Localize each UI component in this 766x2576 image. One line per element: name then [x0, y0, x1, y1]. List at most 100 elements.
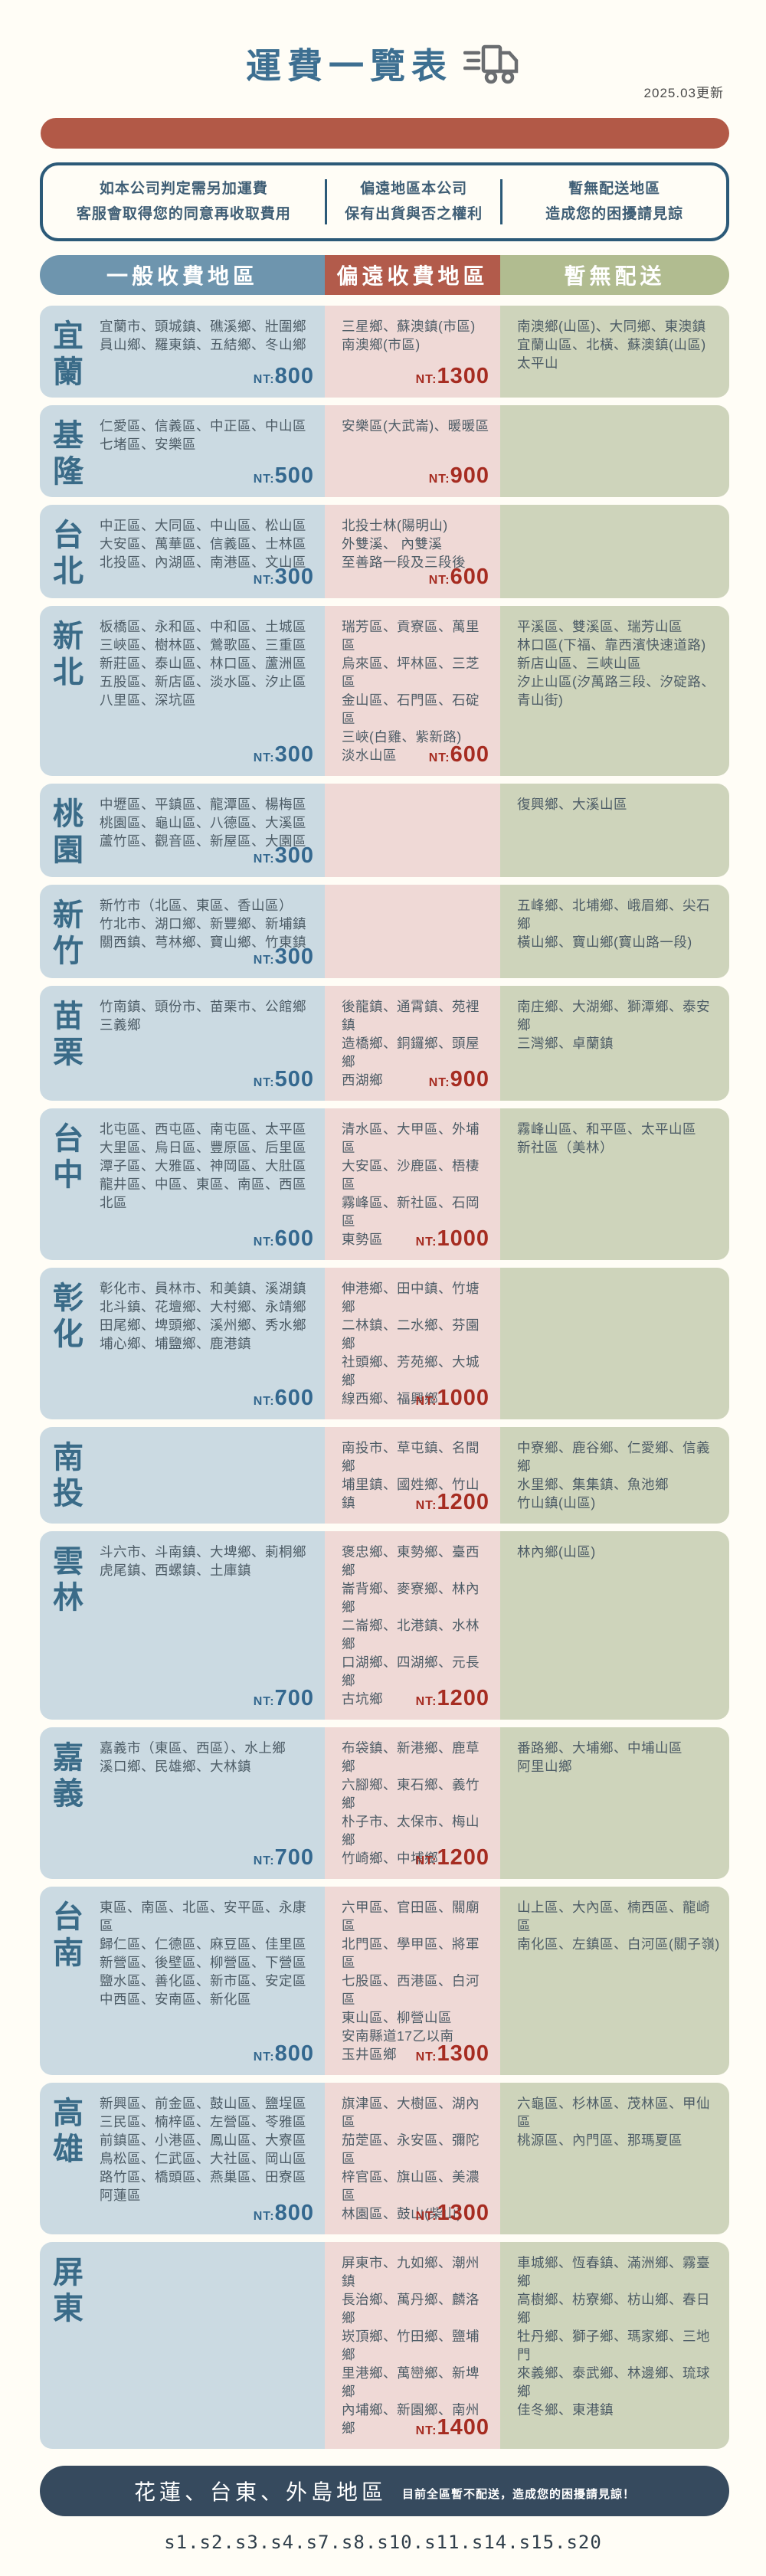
notice-line: 暫無配送地區: [568, 181, 661, 197]
remote-price: NT:1300: [415, 363, 489, 388]
area-line: 太平山: [517, 355, 558, 371]
area-line: 竹山鎮(山區): [517, 1495, 596, 1511]
remote-cell: 伸港鄉、田中鎮、竹塘鄉 二林鎮、二水鄉、芬園鄉 社頭鄉、芳苑鄉、大城鄉 線西鄉、福興鄉…: [325, 1268, 500, 1420]
area-line: 大安區、沙鹿區、梧棲區: [342, 1158, 480, 1193]
region-label: 新竹: [53, 898, 83, 969]
general-cell-body: 宜蘭市、頭城鎮、礁溪鄉、壯圍鄉 員山鄉、羅東鎮、五結鄉、冬山鄉 NT:800: [97, 313, 325, 391]
general-cell: 雲林 斗六市、斗南鎮、大埤鄉、莿桐鄉 虎尾鎮、西螺鎮、土庫鎮 NT:700: [40, 1531, 325, 1720]
none-cell-body: 山上區、大內區、楠西區、龍崎區 南化區、左鎮區、白河區(關子嶺): [500, 1894, 729, 2068]
general-cell-body: 嘉義市（東區、西區）、水上鄉 溪口鄉、民雄鄉、大林鎮 NT:700: [97, 1734, 325, 1872]
area-line: 鳥松區、仁武區、大社區、岡山區: [100, 2151, 306, 2167]
region-row: 台中北屯區、西屯區、南屯區、太平區 大里區、烏日區、豐原區、后里區 潭子區、大雅區、…: [40, 1108, 729, 1261]
general-cell-body: 斗六市、斗南鎮、大埤鄉、莿桐鄉 虎尾鎮、西螺鎮、土庫鎮 NT:700: [97, 1538, 325, 1713]
none-cell: 南澳鄉(山區)、大同鄉、東澳鎮 宜蘭山區、北橫、蘇澳鎮(山區) 太平山: [500, 305, 729, 398]
remote-price: NT:1200: [415, 1686, 489, 1711]
none-cell-body: [500, 512, 729, 591]
general-cell: 新北板橋區、永和區、中和區、土城區 三峽區、樹林區、鶯歌區、三重區 新莊區、泰山區、…: [40, 606, 325, 777]
notice-general: 如本公司判定需另加運費 客服會取得您的同意再收取費用: [43, 176, 325, 227]
none-cell-body: 平溪區、雙溪區、瑞芳山區 林口區(下福、靠西濱快速道路) 新店山區、三峽山區 汐止山區…: [500, 613, 729, 769]
area-line: 南化區、左鎮區、白河區(關子嶺): [517, 1936, 720, 1952]
general-cell: 新竹 新竹市（北區、東區、香山區） 竹北市、湖口鄉、新豐鄉、新埔鎮 關西鎮、芎林鄉、寶…: [40, 885, 325, 979]
area-line: 板橋區、永和區、中和區、土城區: [100, 619, 306, 635]
remote-cell: 瑞芳區、貢寮區、萬里區 烏來區、坪林區、三芝區 金山區、石門區、石碇區 三峽(白雞、紫…: [325, 606, 500, 777]
area-line: 後龍鎮、通霄鎮、苑裡鎮: [342, 999, 480, 1033]
region-label: 雲林: [53, 1545, 83, 1615]
none-cell-body: [500, 412, 729, 490]
page-title: 運費一覽表: [246, 46, 453, 86]
region-row: 苗栗 竹南鎮、頭份市、苗栗市、公館鄉 三義鄉 NT:500 後龍鎮、通霄鎮、苑裡鎮 造橋鄉…: [40, 986, 729, 1101]
notice-none: 暫無配送地區 造成您的困擾請見諒: [502, 176, 726, 227]
area-line: 南澳鄉(山區)、大同鄉、東澳鎮: [517, 318, 706, 334]
area-line: 旗津區、大樹區、湖內區: [342, 2096, 480, 2130]
area-line: 五峰鄉、北埔鄉、峨眉鄉、尖石鄉: [517, 898, 710, 932]
area-line: 新營區、後壁區、柳營區、下營區: [100, 1955, 306, 1971]
area-line: 金山區、石門區、石碇區: [342, 692, 480, 727]
general-cell: 南投: [40, 1427, 325, 1524]
area-line: 至善路一段及三段後: [342, 555, 466, 571]
remote-cell-body: [325, 892, 500, 971]
area-line: 清水區、大甲區、外埔區: [342, 1121, 480, 1156]
area-line: 朴子市、太保市、梅山鄉: [342, 1814, 480, 1848]
area-line: 外雙溪、 內雙溪: [342, 536, 443, 552]
none-cell: 霧峰山區、和平區、太平山區 新社區（美林）: [500, 1108, 729, 1261]
general-price: NT:300: [253, 565, 314, 590]
area-line: 虎尾鎮、西螺鎮、土庫鎮: [100, 1563, 251, 1579]
region-row: 宜蘭 宜蘭市、頭城鎮、礁溪鄉、壯圍鄉 員山鄉、羅東鎮、五結鄉、冬山鄉 NT:800 三星…: [40, 305, 729, 398]
area-line: 三峽區、樹林區、鶯歌區、三重區: [100, 637, 306, 653]
area-line: 埔里鎮、國姓鄉、竹山鎮: [342, 1477, 480, 1511]
truck-icon: [463, 42, 520, 85]
footer-title: 花蓮、台東、外島地區: [133, 2480, 387, 2505]
area-line: 新興區、前金區、鼓山區、鹽埕區: [100, 2096, 306, 2112]
remote-cell-body: 清水區、大甲區、外埔區 大安區、沙鹿區、梧棲區 霧峰區、新社區、石岡區 東勢區 NT:1…: [325, 1115, 500, 1253]
general-price: NT:500: [253, 1067, 314, 1092]
region-row: 新北板橋區、永和區、中和區、土城區 三峽區、樹林區、鶯歌區、三重區 新莊區、泰山區、…: [40, 606, 729, 777]
area-line: 三民區、楠梓區、左營區、苓雅區: [100, 2114, 306, 2130]
general-cell: 嘉義 嘉義市（東區、西區）、水上鄉 溪口鄉、民雄鄉、大林鎮 NT:700: [40, 1727, 325, 1880]
general-price: NT:600: [253, 1386, 314, 1411]
area-line: 東山區、柳營山區: [342, 2010, 452, 2026]
area-line: 線西鄉、福興鄉: [342, 1391, 438, 1407]
region-row: 屏東 屏東市、九如鄉、潮州鎮 長治鄉、萬丹鄉、麟洛鄉 崁頂鄉、竹田鄉、鹽埔鄉 里港鄉、萬…: [40, 2242, 729, 2450]
area-line: 宜蘭市、頭城鎮、礁溪鄉、壯圍鄉: [100, 318, 306, 334]
none-cell-body: 五峰鄉、北埔鄉、峨眉鄉、尖石鄉 橫山鄉、寶山鄉(寶山路一段): [500, 892, 729, 971]
area-line: 霧峰區、新社區、石岡區: [342, 1195, 480, 1229]
remote-cell: [325, 885, 500, 979]
area-line: 烏來區、坪林區、三芝區: [342, 656, 480, 690]
general-price: NT:300: [253, 742, 314, 768]
general-cell: 高雄新興區、前金區、鼓山區、鹽埕區 三民區、楠梓區、左營區、苓雅區 前鎮區、小港區、…: [40, 2083, 325, 2235]
area-line: 北投區、內湖區、南港區、文山區: [100, 555, 306, 571]
region-label: 桃園: [53, 797, 83, 868]
none-cell-body: 復興鄉、大溪山區: [500, 790, 729, 870]
none-cell: 車城鄉、恆春鎮、滿洲鄉、霧臺鄉 高樹鄉、枋寮鄉、枋山鄉、春日鄉 牡丹鄉、獅子鄉、瑪家…: [500, 2242, 729, 2450]
area-line: 口湖鄉、四湖鄉、元長鄉: [342, 1655, 480, 1689]
area-line: 大里區、烏日區、豐原區、后里區: [100, 1140, 306, 1156]
general-cell-body: 東區、南區、北區、安平區、永康區 歸仁區、仁德區、麻豆區、佳里區 新營區、後壁區、柳…: [97, 1894, 325, 2068]
bottom-code: s1.s2.s3.s4.s7.s8.s10.s11.s14.s15.s20: [164, 2532, 602, 2554]
none-cell: [500, 505, 729, 599]
region-row: 新竹 新竹市（北區、東區、香山區） 竹北市、湖口鄉、新豐鄉、新埔鎮 關西鎮、芎林鄉、寶…: [40, 885, 729, 979]
area-line: 竹南鎮、頭份市、苗栗市、公館鄉: [100, 999, 306, 1015]
remote-price: NT:1000: [415, 1226, 489, 1252]
area-line: 新店山區、三峽山區: [517, 656, 641, 672]
area-line: 路竹區、橋頭區、燕巢區、田寮區: [100, 2169, 306, 2185]
general-cell: 基隆仁愛區、信義區、中正區、中山區 七堵區、安樂區 NT:500: [40, 404, 325, 498]
area-line: 霧峰山區、和平區、太平山區: [517, 1121, 696, 1137]
area-line: 崙背鄉、麥寮鄉、林內鄉: [342, 1581, 480, 1615]
area-line: 北門區、學甲區、將軍區: [342, 1936, 480, 1971]
area-line: 佳冬鄉、東港鎮: [517, 2402, 614, 2418]
region-row: 雲林 斗六市、斗南鎮、大埤鄉、莿桐鄉 虎尾鎮、西螺鎮、土庫鎮 NT:700 褒忠鄉、東勢…: [40, 1531, 729, 1720]
header: 運費一覽表 2025.03更新: [0, 21, 766, 106]
area-line: 中西區、安南區、新化區: [100, 1992, 251, 2008]
region-label: 台北: [53, 519, 83, 589]
area-line: 新社區（美林）: [517, 1140, 614, 1156]
area-line: 六甲區、官田區、關廟區: [342, 1900, 480, 1934]
remote-cell-body: 後龍鎮、通霄鎮、苑裡鎮 造橋鄉、銅鑼鄉、頭屋鄉 西湖鄉 NT:900: [325, 993, 500, 1094]
area-line: 嘉義市（東區、西區）、水上鄉: [100, 1740, 286, 1756]
remote-price: NT:1300: [415, 2041, 489, 2067]
none-cell-body: [500, 1275, 729, 1412]
area-line: 鹽水區、善化區、新市區、安定區: [100, 1973, 306, 1989]
area-line: 二崙鄉、北港鎮、水林鄉: [342, 1618, 480, 1652]
area-line: 新莊區、泰山區、林口區、蘆洲區: [100, 656, 306, 672]
remote-cell: 布袋鎮、新港鄉、鹿草鄉 六腳鄉、東石鄉、義竹鄉 朴子市、太保市、梅山鄉 竹崎鄉、中埔鄉…: [325, 1727, 500, 1880]
